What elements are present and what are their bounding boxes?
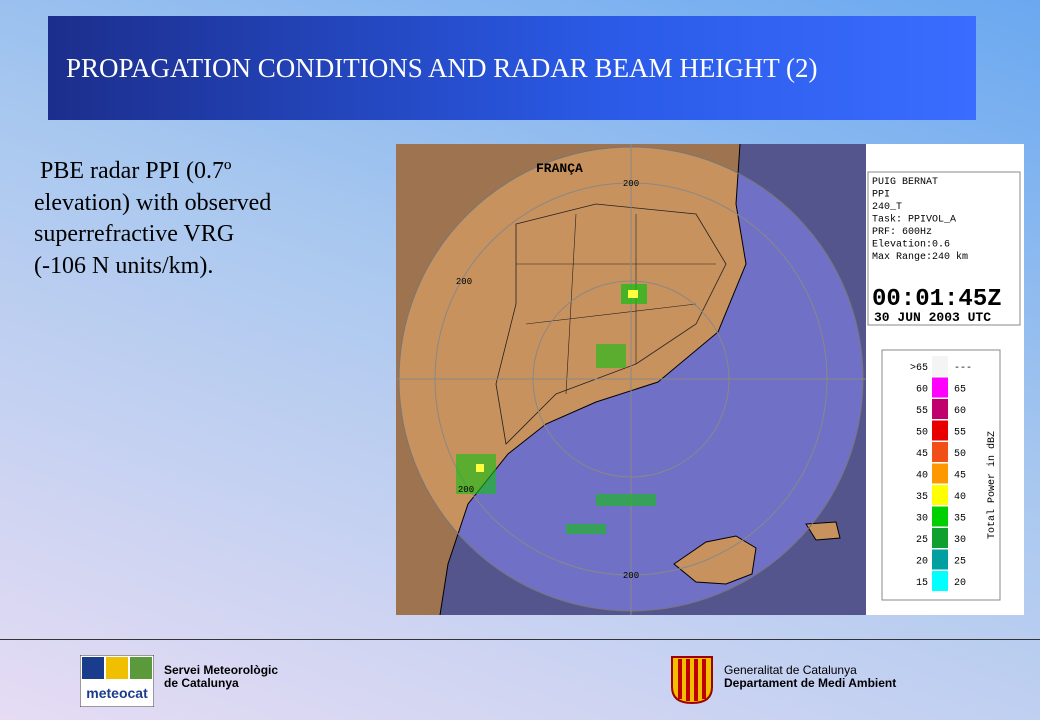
- title: PROPAGATION CONDITIONS AND RADAR BEAM HE…: [66, 52, 818, 83]
- legend-high: 20: [954, 578, 966, 589]
- title-banner: PROPAGATION CONDITIONS AND RADAR BEAM HE…: [48, 16, 976, 120]
- legend-high: 25: [954, 557, 966, 568]
- footer-line: Generalitat de Catalunya: [724, 663, 857, 677]
- body-text: PBE radar PPI (0.7º elevation) with obse…: [34, 156, 271, 282]
- ring-label: 200: [458, 485, 474, 495]
- generalitat-logo: [671, 656, 713, 705]
- legend-swatch: [932, 377, 948, 398]
- separator: [0, 639, 1040, 640]
- footer-line: Servei Meteorològic: [164, 663, 279, 677]
- info-line: Elevation:0.6: [872, 239, 950, 251]
- legend-low: 60: [916, 385, 928, 396]
- body-line: superrefractive VRG: [34, 221, 235, 247]
- map-label: FRANÇA: [536, 161, 583, 176]
- legend-swatch: [932, 549, 948, 570]
- legend-low: 40: [916, 471, 928, 482]
- legend-high: 40: [954, 492, 966, 503]
- legend-low: 55: [916, 406, 928, 417]
- legend-swatch: [932, 506, 948, 527]
- legend-title: Total Power in dBZ: [986, 431, 998, 539]
- body-line: PBE radar PPI (0.7º: [34, 158, 232, 184]
- legend-low: 50: [916, 428, 928, 439]
- legend-high: 60: [954, 406, 966, 417]
- legend-high: 55: [954, 428, 966, 439]
- legend-low: 15: [916, 578, 928, 589]
- legend-swatch: [932, 463, 948, 484]
- legend-swatch: [932, 399, 948, 419]
- legend-swatch: [932, 485, 948, 505]
- legend-low: >65: [910, 363, 928, 374]
- legend-high: 45: [954, 471, 966, 482]
- legend-swatch: [932, 571, 948, 591]
- legend-swatch: [932, 356, 948, 376]
- ring-label: 200: [623, 179, 639, 189]
- info-line: Task: PPIVOL_A: [872, 214, 956, 226]
- info-line: Max Range:240 km: [872, 251, 968, 263]
- info-line: 240_T: [872, 202, 902, 213]
- logo-text: meteocat: [86, 685, 148, 701]
- footer-line: Departament de Medi Ambient: [724, 676, 897, 690]
- legend-swatch: [932, 420, 948, 441]
- legend-high: 35: [954, 514, 966, 525]
- legend-swatch: [932, 528, 948, 548]
- body-line: (-106 N units/km).: [34, 252, 214, 279]
- legend-low: 35: [916, 492, 928, 503]
- footer-right: Generalitat de Catalunya Departament de …: [724, 664, 896, 690]
- legend-low: 25: [916, 535, 928, 546]
- date: 30 JUN 2003 UTC: [874, 310, 991, 325]
- legend-high: 65: [954, 385, 966, 396]
- info-line: PPI: [872, 190, 890, 201]
- ring-label: 200: [456, 277, 472, 287]
- legend-high: 50: [954, 449, 966, 460]
- time: 00:01:45Z: [872, 286, 1002, 313]
- legend-high: 30: [954, 535, 966, 546]
- info-line: PUIG BERNAT: [872, 177, 938, 188]
- body-line: elevation) with observed: [34, 189, 272, 216]
- legend-low: 45: [916, 449, 928, 460]
- legend-swatch: [932, 442, 948, 462]
- legend-low: 30: [916, 514, 928, 525]
- legend-high: ---: [954, 363, 972, 374]
- legend-low: 20: [916, 557, 928, 568]
- footer-line: de Catalunya: [164, 676, 239, 690]
- footer-left: Servei Meteorològic de Catalunya: [164, 664, 278, 690]
- ring-label: 200: [623, 571, 639, 581]
- info-line: PRF: 600Hz: [872, 227, 932, 238]
- meteocat-logo: meteocat: [80, 655, 154, 707]
